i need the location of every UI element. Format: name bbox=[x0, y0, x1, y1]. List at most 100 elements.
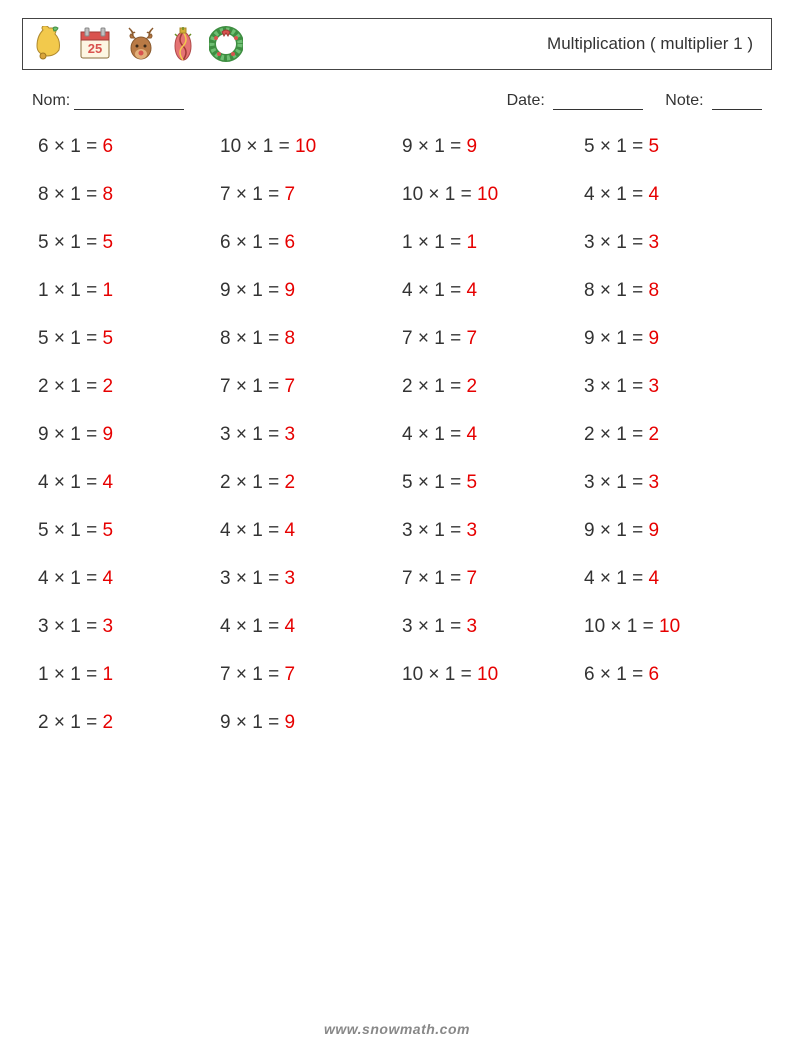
header: 25 bbox=[22, 18, 772, 70]
problem: 7 × 1 = 7 bbox=[220, 376, 402, 398]
problem-answer: 9 bbox=[648, 328, 659, 349]
problem: 10 × 1 = 10 bbox=[220, 136, 402, 158]
problem-answer: 4 bbox=[648, 184, 659, 205]
problem-question: 9 × 1 = bbox=[402, 136, 466, 157]
problem-question: 5 × 1 = bbox=[38, 328, 102, 349]
problem: 1 × 1 = 1 bbox=[38, 280, 220, 302]
problem: 4 × 1 = 4 bbox=[38, 568, 220, 590]
problem: 9 × 1 = 9 bbox=[220, 280, 402, 302]
problem-answer: 6 bbox=[102, 136, 113, 157]
problem: 5 × 1 = 5 bbox=[584, 136, 766, 158]
problem: 8 × 1 = 8 bbox=[38, 184, 220, 206]
problem-question: 4 × 1 = bbox=[584, 568, 648, 589]
problem: 4 × 1 = 4 bbox=[402, 424, 584, 446]
problem-question: 6 × 1 = bbox=[220, 232, 284, 253]
problem-answer: 7 bbox=[284, 376, 295, 397]
problem: 6 × 1 = 6 bbox=[38, 136, 220, 158]
problem-question: 9 × 1 = bbox=[220, 280, 284, 301]
problem-question: 2 × 1 = bbox=[38, 376, 102, 397]
problem-question: 7 × 1 = bbox=[220, 184, 284, 205]
problem-question: 7 × 1 = bbox=[402, 568, 466, 589]
problem-question: 4 × 1 = bbox=[584, 184, 648, 205]
problem: 3 × 1 = 3 bbox=[584, 376, 766, 398]
problem-question: 5 × 1 = bbox=[402, 472, 466, 493]
problem-answer: 7 bbox=[284, 664, 295, 685]
problem-question: 9 × 1 = bbox=[220, 712, 284, 733]
problem-question: 4 × 1 = bbox=[220, 520, 284, 541]
problem-answer: 1 bbox=[102, 280, 113, 301]
problem: 3 × 1 = 3 bbox=[220, 424, 402, 446]
problem: 10 × 1 = 10 bbox=[402, 664, 584, 686]
problem-question: 2 × 1 = bbox=[38, 712, 102, 733]
problem-answer: 10 bbox=[477, 664, 498, 685]
problem: 2 × 1 = 2 bbox=[402, 376, 584, 398]
note-label: Note: bbox=[665, 92, 703, 109]
ornament-icon bbox=[171, 26, 195, 62]
problem-answer: 2 bbox=[648, 424, 659, 445]
problem: 3 × 1 = 3 bbox=[402, 616, 584, 638]
problem-answer: 1 bbox=[466, 232, 477, 253]
problem-question: 9 × 1 = bbox=[38, 424, 102, 445]
problem: 1 × 1 = 1 bbox=[402, 232, 584, 254]
problem-answer: 7 bbox=[284, 184, 295, 205]
problem: 5 × 1 = 5 bbox=[38, 232, 220, 254]
problem-answer: 2 bbox=[102, 376, 113, 397]
problem: 9 × 1 = 9 bbox=[584, 328, 766, 350]
problem-answer: 4 bbox=[284, 520, 295, 541]
problem: 3 × 1 = 3 bbox=[220, 568, 402, 590]
problem-answer: 3 bbox=[648, 376, 659, 397]
wreath-icon bbox=[209, 26, 243, 62]
problem-question: 1 × 1 = bbox=[38, 280, 102, 301]
problem-answer: 7 bbox=[466, 328, 477, 349]
problem: 3 × 1 = 3 bbox=[402, 520, 584, 542]
problem: 7 × 1 = 7 bbox=[220, 184, 402, 206]
problem-question: 10 × 1 = bbox=[220, 136, 295, 157]
problem-question: 9 × 1 = bbox=[584, 328, 648, 349]
calendar-icon: 25 bbox=[79, 26, 111, 62]
problem-answer: 9 bbox=[284, 712, 295, 733]
problem-question: 4 × 1 = bbox=[38, 568, 102, 589]
problem-question: 3 × 1 = bbox=[584, 376, 648, 397]
problem-answer: 4 bbox=[102, 472, 113, 493]
problem: 9 × 1 = 9 bbox=[402, 136, 584, 158]
date-label: Date: bbox=[507, 92, 545, 109]
problem-question: 8 × 1 = bbox=[220, 328, 284, 349]
problem-question: 4 × 1 = bbox=[38, 472, 102, 493]
problem: 2 × 1 = 2 bbox=[584, 424, 766, 446]
problem-answer: 4 bbox=[466, 280, 477, 301]
problem-question: 3 × 1 = bbox=[402, 616, 466, 637]
problem-question: 2 × 1 = bbox=[402, 376, 466, 397]
problem-answer: 4 bbox=[284, 616, 295, 637]
problem-question: 10 × 1 = bbox=[402, 184, 477, 205]
name-blank bbox=[74, 93, 184, 110]
problem-answer: 3 bbox=[102, 616, 113, 637]
problem: 5 × 1 = 5 bbox=[38, 328, 220, 350]
problem-question: 10 × 1 = bbox=[584, 616, 659, 637]
problem-question: 3 × 1 = bbox=[220, 424, 284, 445]
problem-question: 2 × 1 = bbox=[584, 424, 648, 445]
problem: 9 × 1 = 9 bbox=[220, 712, 402, 734]
problem: 9 × 1 = 9 bbox=[584, 520, 766, 542]
header-icons: 25 bbox=[33, 26, 243, 62]
problem-answer: 5 bbox=[648, 136, 659, 157]
problem: 4 × 1 = 4 bbox=[584, 184, 766, 206]
problem-answer: 7 bbox=[466, 568, 477, 589]
meta-row: Nom: Date: Note: bbox=[22, 92, 772, 110]
problem-answer: 3 bbox=[648, 232, 659, 253]
problem: 4 × 1 = 4 bbox=[38, 472, 220, 494]
problem-answer: 5 bbox=[102, 328, 113, 349]
problem-question: 9 × 1 = bbox=[584, 520, 648, 541]
problem: 7 × 1 = 7 bbox=[220, 664, 402, 686]
problems-grid: 6 × 1 = 610 × 1 = 109 × 1 = 95 × 1 = 58 … bbox=[22, 136, 772, 734]
problem-answer: 8 bbox=[102, 184, 113, 205]
problem-answer: 10 bbox=[477, 184, 498, 205]
page-title: Multiplication ( multiplier 1 ) bbox=[547, 34, 757, 54]
problem: 9 × 1 = 9 bbox=[38, 424, 220, 446]
problem-answer: 8 bbox=[648, 280, 659, 301]
problem-question: 6 × 1 = bbox=[584, 664, 648, 685]
problem-answer: 2 bbox=[102, 712, 113, 733]
problem-answer: 3 bbox=[466, 616, 477, 637]
problem-question: 3 × 1 = bbox=[220, 568, 284, 589]
problem: 10 × 1 = 10 bbox=[402, 184, 584, 206]
problem-answer: 3 bbox=[648, 472, 659, 493]
